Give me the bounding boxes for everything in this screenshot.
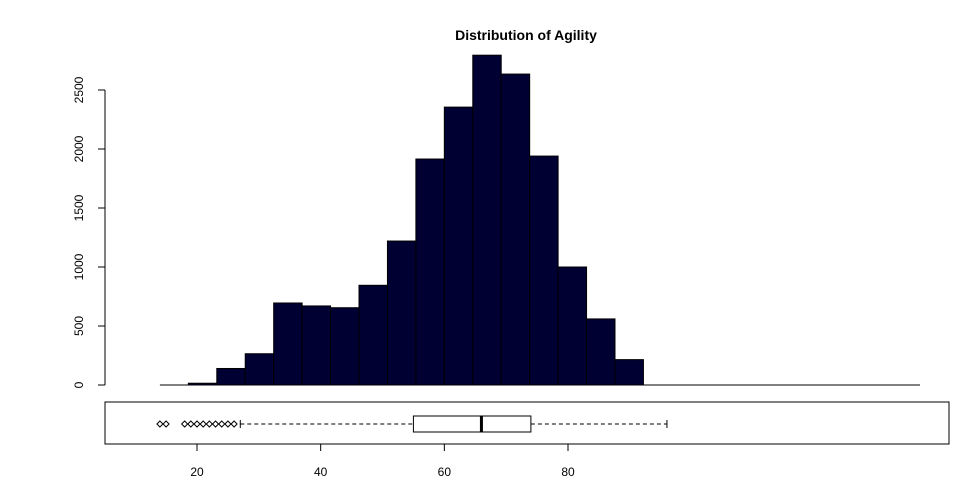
y-tick-label: 2000 (72, 135, 86, 162)
histogram-bar (529, 155, 559, 386)
histogram-bar (273, 302, 303, 386)
histogram-bar (557, 266, 588, 386)
chart-title: Distribution of Agility (455, 27, 597, 43)
histogram-bar (386, 240, 417, 386)
histogram-bars (187, 54, 644, 386)
y-tick-label: 0 (72, 381, 86, 388)
boxplot-outlier (162, 420, 170, 428)
histogram-bar (216, 367, 246, 386)
x-tick-label: 20 (190, 465, 204, 479)
x-tick-label: 40 (314, 465, 328, 479)
boxplot-outlier (230, 420, 238, 428)
boxplot-outlier (205, 420, 214, 428)
boxplot-outlier (211, 420, 220, 428)
histogram-bar (244, 353, 275, 386)
boxplot-box (412, 415, 532, 433)
boxplot-outlier (224, 420, 232, 428)
boxplot (156, 415, 668, 433)
y-tick-label: 1000 (72, 253, 86, 280)
histogram-bar (301, 305, 332, 386)
histogram-bar (358, 284, 388, 386)
y-axis: 0 500 1000 1500 2000 2500 (72, 76, 106, 388)
y-tick-label: 500 (72, 316, 86, 336)
histogram-bar (330, 307, 360, 386)
histogram-bar (614, 359, 644, 386)
x-tick-label: 60 (438, 465, 452, 479)
boxplot-outlier (180, 420, 189, 428)
histogram-bar (500, 73, 531, 386)
histogram-bar (415, 158, 445, 386)
y-tick-label: 2500 (72, 76, 86, 103)
y-tick-label: 1500 (72, 194, 86, 221)
boxplot-outlier (218, 420, 226, 428)
histogram-bar (586, 318, 616, 386)
x-tick-label: 80 (561, 465, 575, 479)
boxplot-outlier (193, 420, 201, 428)
boxplot-outlier (187, 420, 195, 428)
boxplot-outlier (199, 420, 207, 428)
x-axis: 20 40 60 80 (190, 443, 575, 479)
histogram-bar (443, 106, 474, 386)
histogram-bar (472, 54, 502, 386)
boxplot-outlier (156, 420, 164, 428)
